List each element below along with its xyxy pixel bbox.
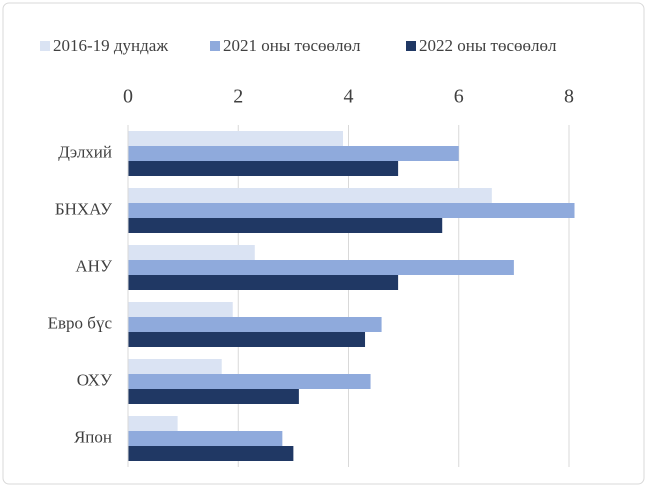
bar: [128, 431, 283, 446]
x-tick-label: 2: [233, 86, 243, 108]
bar: [128, 218, 443, 233]
bar: [128, 260, 514, 275]
legend-label: 2022 оны төсөөлөл: [419, 36, 557, 55]
x-tick-label: 6: [454, 86, 464, 108]
y-tick-label: АНУ: [75, 256, 113, 275]
bar: [128, 131, 343, 146]
legend-swatch: [210, 41, 220, 51]
bar: [128, 416, 178, 431]
y-tick-label: БНХАУ: [55, 199, 113, 218]
legend-label: 2016-19 дундаж: [53, 36, 168, 55]
legend-swatch: [406, 41, 416, 51]
legend-swatch: [40, 41, 50, 51]
bar: [128, 389, 299, 404]
bar: [128, 332, 366, 347]
bar: [128, 161, 399, 176]
y-tick-label: Евро бүс: [48, 313, 113, 332]
bar: [128, 302, 233, 317]
bar: [128, 317, 382, 332]
legend-label: 2021 оны төсөөлөл: [223, 36, 361, 55]
bar: [128, 275, 399, 290]
bar: [128, 146, 459, 161]
y-tick-label: Дэлхий: [58, 142, 112, 161]
bar: [128, 359, 222, 374]
x-tick-label: 8: [564, 86, 574, 108]
y-tick-label: Япон: [74, 427, 112, 446]
y-tick-label: ОХУ: [77, 370, 113, 389]
bar: [128, 245, 255, 260]
x-tick-label: 4: [344, 86, 354, 108]
bar: [128, 188, 492, 203]
bar: [128, 203, 575, 218]
x-tick-label: 0: [123, 86, 133, 108]
bar: [128, 374, 371, 389]
bar: [128, 446, 294, 461]
